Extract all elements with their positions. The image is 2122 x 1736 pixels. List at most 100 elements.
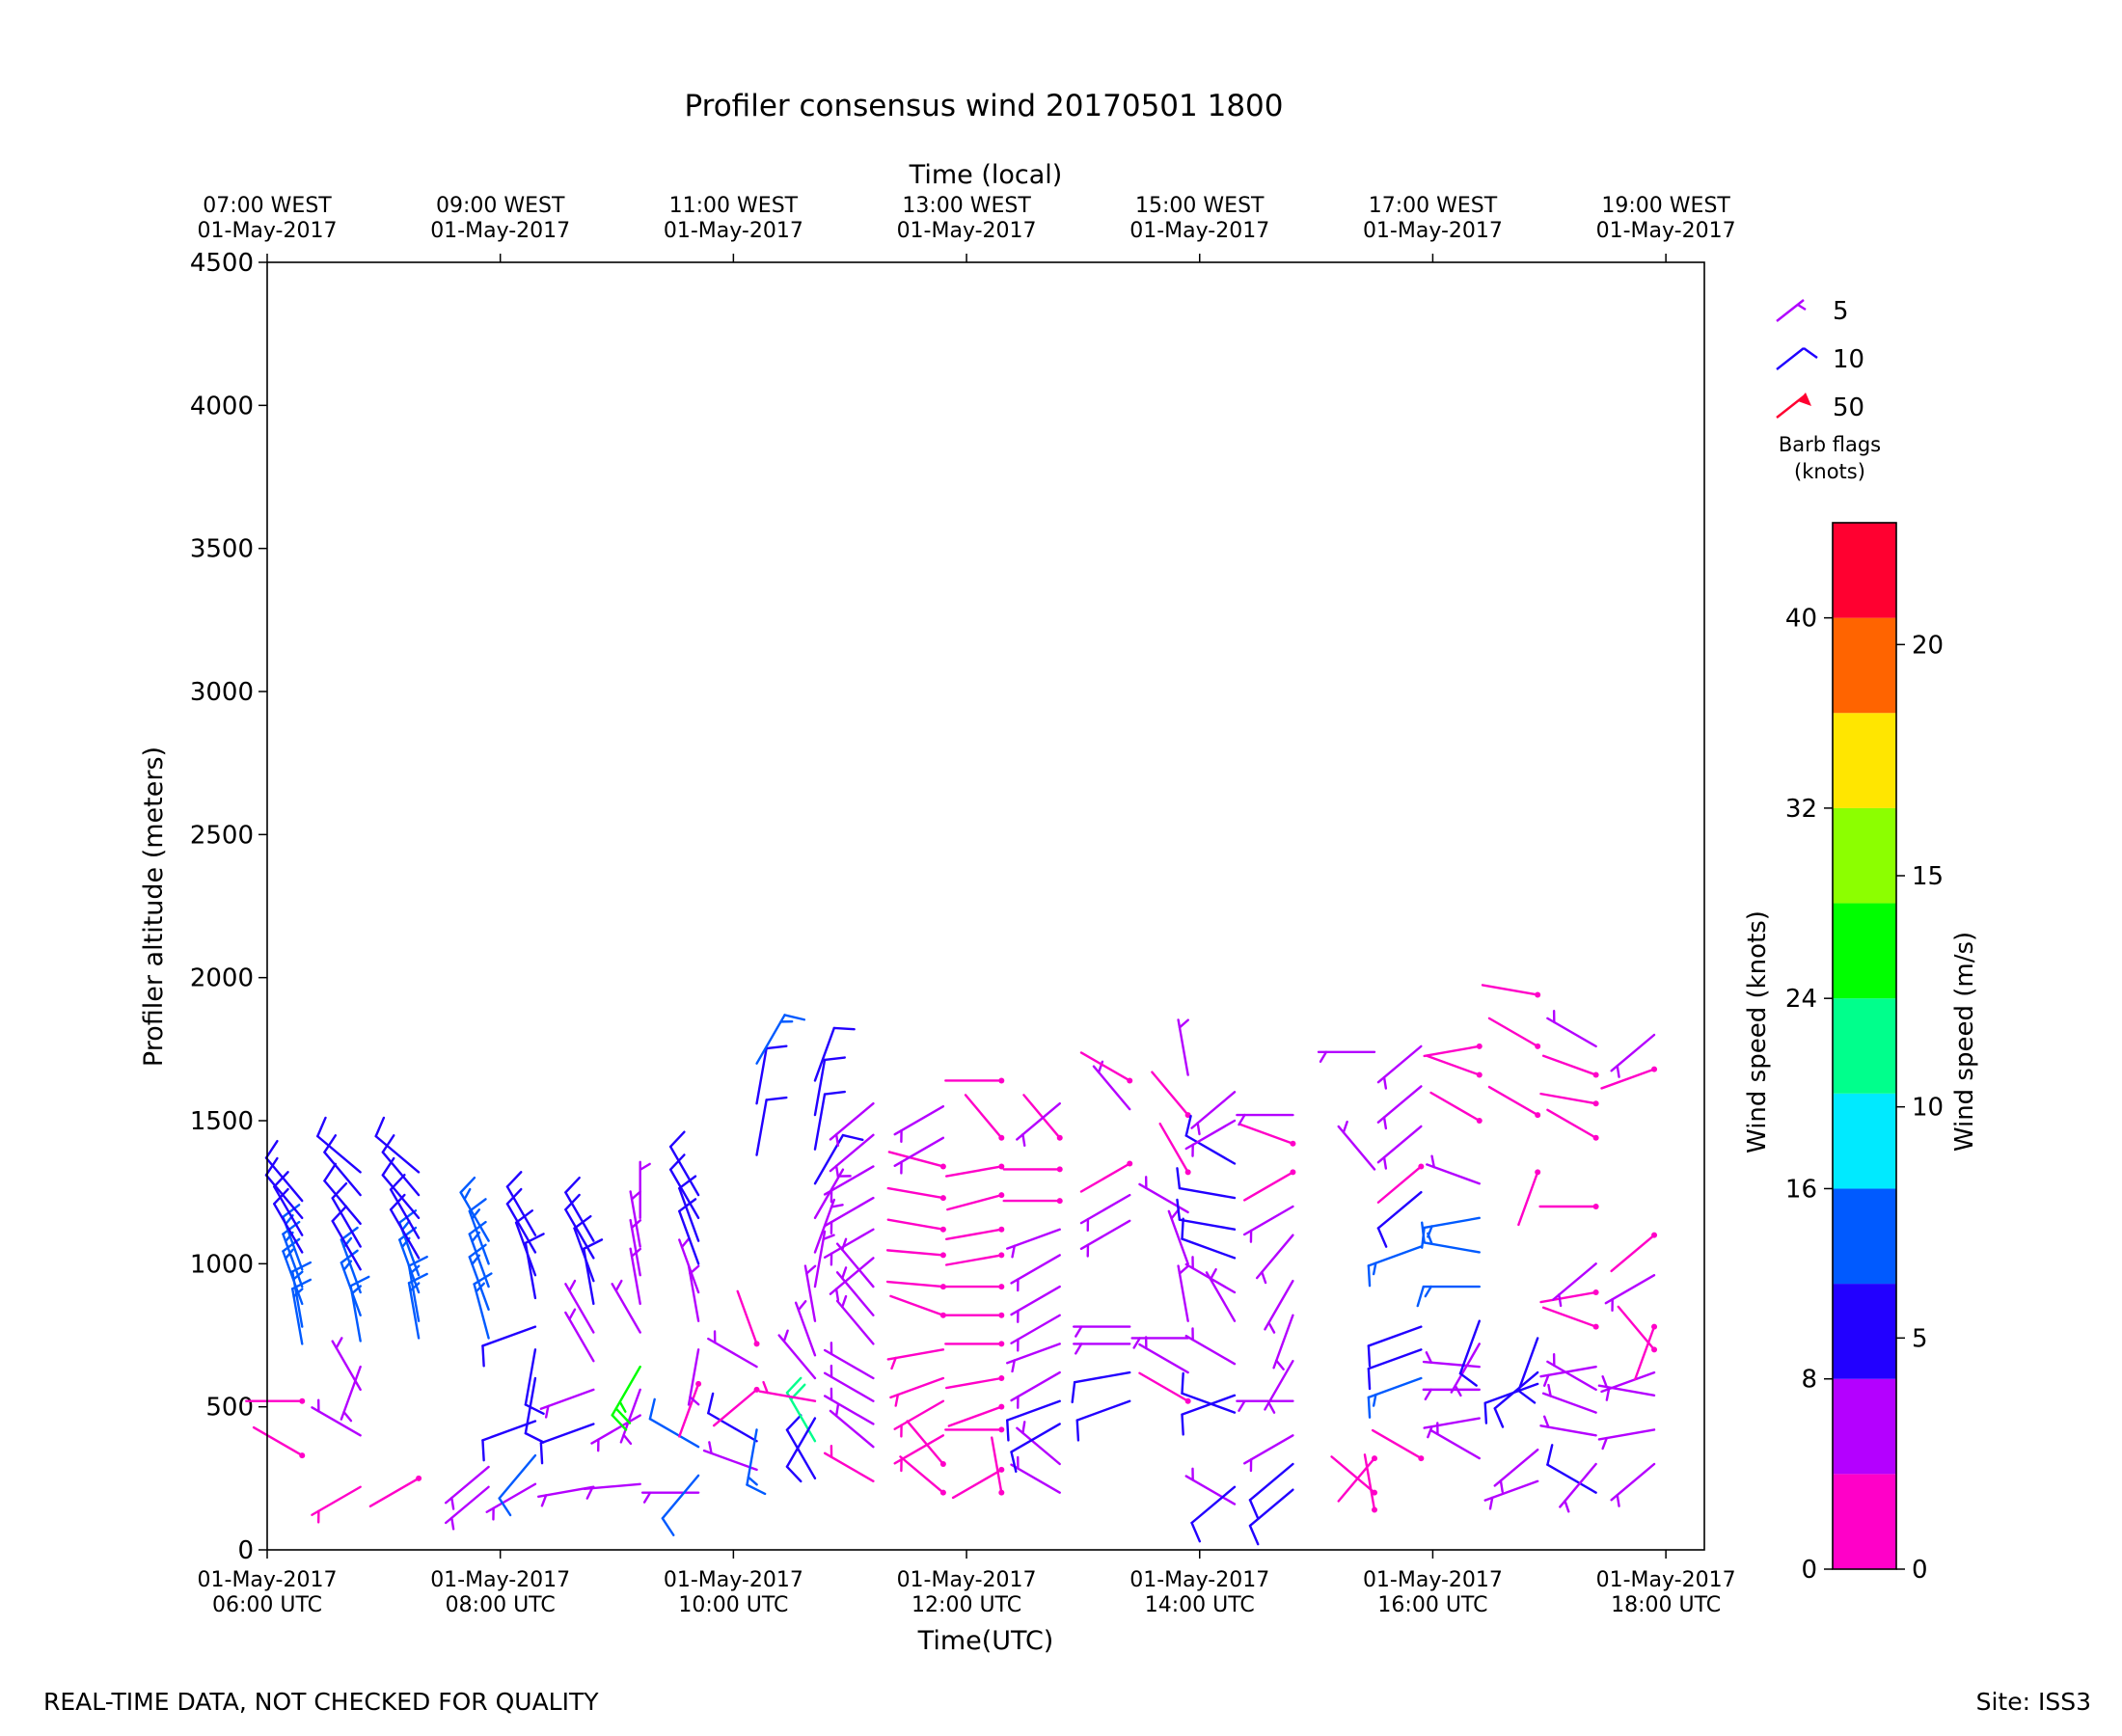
top-tick-label: 13:00 WEST [902,194,1031,218]
wind-barb [374,1116,421,1174]
wind-barb [823,1165,875,1204]
wind-barb [485,1482,537,1521]
wind-barb [1376,1125,1423,1170]
wind-barb [1539,1092,1599,1107]
wind-barb [1597,1375,1656,1397]
wind-barb [1541,1054,1599,1078]
wind-barb [1010,1285,1061,1323]
wind-barb [311,1485,362,1524]
wind-barb [829,1257,875,1302]
colorbar-knots-label: 32 [1785,795,1817,824]
wind-barb [1022,1094,1063,1141]
wind-barb [1493,1448,1539,1494]
wind-barb [1541,1306,1599,1330]
colorbar-bin [1833,617,1896,714]
wind-barb [619,1388,641,1446]
wind-barb [794,1300,817,1357]
wind-barb [758,1380,817,1402]
wind-barb [1181,1217,1237,1260]
wind-barb [813,1168,852,1220]
top-tick-label: 01-May-2017 [1363,219,1503,243]
wind-barb [1546,1353,1597,1392]
wind-barb [1429,1091,1483,1124]
wind-barb [611,1365,641,1431]
colorbar-bin [1833,523,1896,618]
wind-barb [524,1376,545,1444]
wind-barb [944,1226,1005,1241]
wind-barb [1376,1085,1423,1130]
wind-barb [1483,1479,1539,1510]
wind-barb [944,1426,1005,1433]
top-tick-label: 01-May-2017 [1596,219,1736,243]
top-tick-label: 01-May-2017 [664,219,803,243]
barb-field [245,984,1658,1546]
wind-barb [736,1289,760,1347]
top-axis-label: Time (local) [909,160,1063,190]
top-tick-label: 19:00 WEST [1601,194,1730,218]
wind-barb [1272,1314,1294,1370]
wind-barb [1426,1054,1483,1078]
wind-barb [1079,1219,1131,1258]
wind-barb [829,1101,875,1148]
wind-barb [835,1266,875,1316]
wind-barb [1177,1264,1189,1322]
wind-barb [702,1441,758,1472]
wind-barb [785,1376,817,1443]
colorbar-bin [1833,1093,1896,1189]
colorbar-bin [1833,1188,1896,1285]
site-label: Site: ISS3 [1976,1688,2091,1716]
y-tick-label: 3000 [190,678,254,707]
wind-barb [245,1397,306,1404]
wind-barb [1458,1319,1481,1387]
wind-barb [893,1399,945,1438]
wind-barb [678,1380,702,1438]
wind-barb [564,1193,595,1260]
wind-barb [629,1247,642,1306]
wind-barb [468,1198,490,1265]
wind-barb [887,1151,946,1170]
y-tick-label: 1000 [190,1250,254,1279]
wind-barb [1181,1371,1237,1414]
y-tick-label: 500 [205,1394,254,1423]
wind-barb [893,1434,945,1473]
wind-barb [707,1330,758,1369]
wind-barb [893,1136,945,1175]
wind-barb [1416,1285,1481,1308]
wind-barb [678,1175,700,1242]
x-tick-label: 06:00 UTC [212,1593,322,1617]
wind-barb [1236,1113,1294,1126]
wind-barb [944,1341,1005,1347]
wind-barb [444,1485,490,1531]
wind-barb [835,1294,875,1345]
wind-barb [1073,1343,1131,1355]
barb-legend-label: 5 [1833,297,1849,326]
y-axis-label: Profiler altitude (meters) [139,746,169,1067]
wind-barb [381,1156,421,1220]
wind-barb [1010,1254,1061,1292]
wind-barb [1422,1351,1481,1369]
wind-barb [1010,1370,1061,1409]
wind-barb [1559,1462,1597,1513]
wind-barb [583,1482,641,1500]
wind-barb [813,1056,846,1117]
wind-barb [564,1176,595,1242]
barb-legend-caption-units: (knots) [1794,460,1865,483]
wind-barb [252,1425,306,1459]
wind-barb [1610,1033,1656,1078]
wind-barb [323,1134,362,1197]
x-tick-label: 01-May-2017 [430,1568,570,1592]
x-tick-label: 01-May-2017 [1596,1568,1736,1592]
wind-barb [1264,1279,1294,1334]
colorbar-knots-label: Wind speed (knots) [1743,910,1772,1153]
x-tick-label: 12:00 UTC [911,1593,1021,1617]
wind-barb [1600,1370,1656,1401]
wind-barb [668,1130,700,1197]
wind-barb [1177,1018,1189,1076]
top-tick-label: 01-May-2017 [198,219,338,243]
wind-barb [1429,1422,1481,1460]
wind-barb [785,1414,817,1480]
wind-barb [1610,1462,1656,1507]
wind-barb [1483,1382,1539,1424]
wind-barb [813,1090,846,1151]
